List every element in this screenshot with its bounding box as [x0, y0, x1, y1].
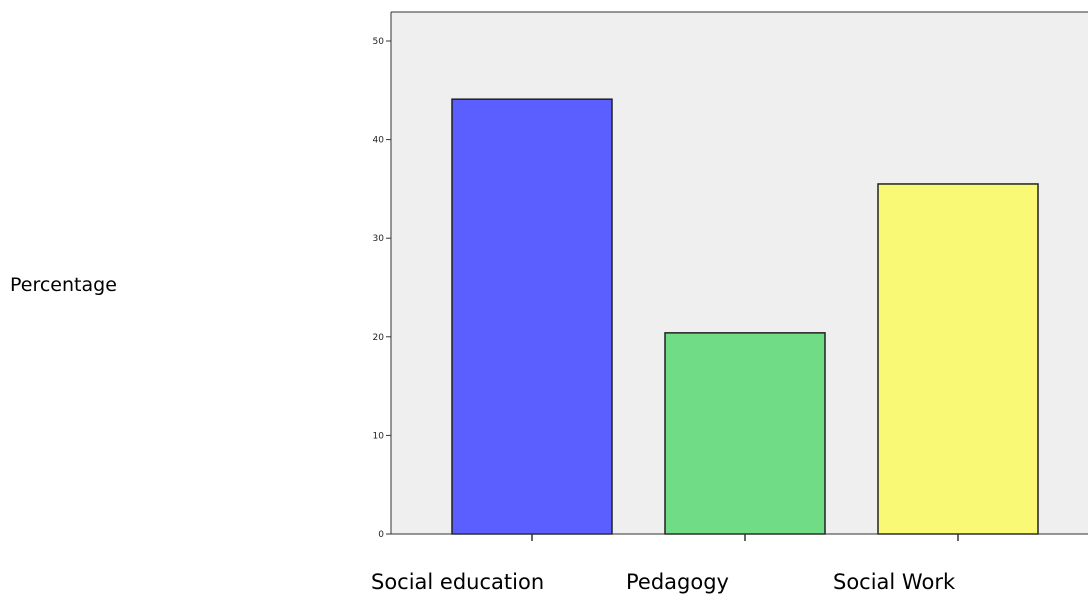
- y-tick-label: 20: [373, 333, 385, 343]
- x-tick-label-pedagogy: Pedagogy: [626, 570, 729, 594]
- x-tick-label-social-education: Social education: [371, 570, 545, 594]
- x-tick-label-social-work: Social Work: [833, 570, 956, 594]
- y-tick-label: 0: [378, 530, 384, 540]
- y-tick-label: 50: [373, 37, 385, 47]
- y-axis-label: Percentage: [10, 274, 117, 296]
- bar-social-education: [451, 98, 613, 535]
- y-tick-label: 40: [373, 136, 385, 146]
- y-tick-label: 30: [373, 234, 385, 244]
- bar-pedagogy: [664, 332, 826, 535]
- bar-social-work: [877, 183, 1039, 535]
- y-tick-label: 10: [373, 431, 385, 441]
